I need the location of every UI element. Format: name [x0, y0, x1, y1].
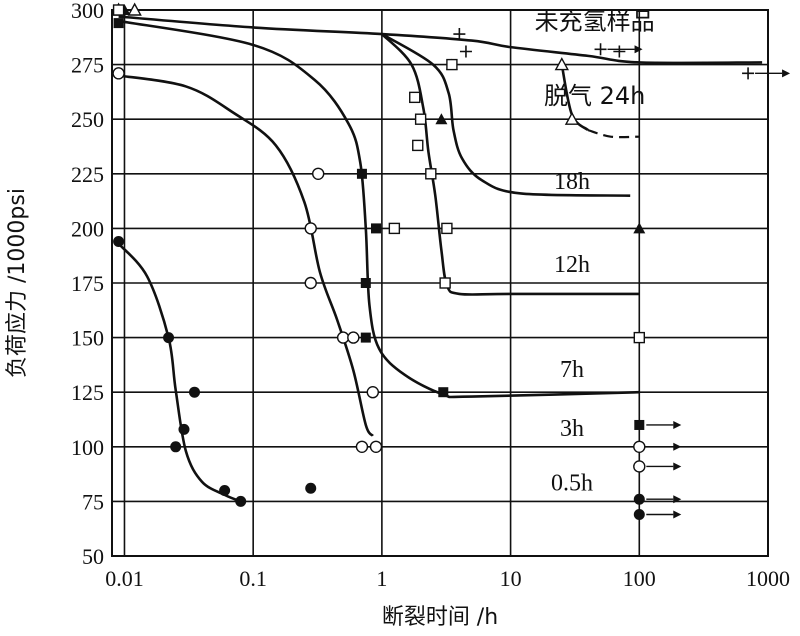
curve-label: 未充氢样品: [535, 8, 655, 36]
point-square-open: [414, 113, 427, 125]
point-circle-filled: [235, 495, 247, 507]
series-curve: [118, 15, 763, 65]
point-circle-filled: [170, 441, 182, 453]
point-square-open: [425, 168, 437, 180]
series-markers: [111, 2, 755, 521]
x-tick-label: 100: [623, 566, 656, 591]
y-tick-label: 125: [71, 380, 104, 405]
curve-label: 3h: [560, 416, 584, 442]
point-square-filled: [356, 168, 367, 179]
point-square-open: [112, 4, 125, 16]
point-plus: [742, 67, 755, 80]
point-circle-open: [633, 460, 646, 473]
runout-arrow-head: [673, 495, 682, 504]
x-tick-label: 1000: [746, 566, 790, 591]
y-tick-label: 275: [71, 53, 104, 78]
point-circle-open: [366, 386, 379, 399]
series-curve: [380, 33, 640, 296]
curve-label: 7h: [560, 357, 584, 383]
point-triangle-filled: [435, 113, 448, 125]
point-square-open: [412, 139, 424, 152]
series-curve: [118, 74, 374, 437]
x-tick-label: 0.1: [239, 566, 267, 591]
runout-arrow-head: [673, 462, 682, 471]
point-square-filled: [113, 18, 124, 29]
runout-arrows: [607, 45, 791, 519]
point-square-open: [388, 222, 401, 235]
point-triangle-open: [127, 2, 142, 16]
curve-label: 12h: [554, 252, 590, 278]
series-curves: [117, 15, 763, 503]
point-circle-filled: [633, 509, 645, 521]
series-curve: [118, 19, 640, 399]
point-circle-filled: [188, 386, 200, 398]
series-curve-dashed: [587, 129, 640, 139]
point-circle-filled: [219, 484, 231, 496]
y-tick-label: 50: [82, 544, 104, 569]
y-tick-label: 300: [71, 0, 104, 23]
point-plus: [459, 45, 472, 58]
point-circle-open: [355, 440, 369, 453]
point-circle-open: [633, 440, 646, 453]
point-square-filled: [360, 278, 371, 288]
y-tick-label: 175: [71, 271, 104, 296]
y-tick-label: 225: [71, 162, 104, 187]
point-square-filled: [370, 223, 381, 234]
point-square-open: [439, 277, 451, 289]
x-axis-title: 断裂时间 /h: [382, 605, 498, 630]
point-plus: [613, 45, 626, 58]
point-circle-open: [304, 222, 317, 235]
point-circle-filled: [305, 482, 317, 494]
point-plus: [594, 43, 607, 56]
point-circle-open: [304, 276, 317, 290]
runout-arrow-head: [634, 45, 643, 54]
point-circle-open: [369, 440, 383, 453]
point-square-open: [633, 331, 645, 344]
point-circle-filled: [163, 332, 175, 344]
point-circle-open: [311, 167, 325, 181]
point-square-filled: [360, 332, 371, 343]
point-square-filled: [438, 387, 449, 398]
x-tick-label: 1: [376, 566, 387, 591]
curve-label: 脱气 24h: [544, 82, 645, 110]
point-square-open: [409, 91, 421, 104]
y-tick-label: 100: [71, 435, 104, 460]
point-triangle-filled: [633, 222, 646, 234]
runout-arrow-head: [673, 420, 682, 429]
point-circle-open: [112, 67, 125, 80]
point-circle-open: [347, 331, 360, 344]
series-curve: [381, 32, 631, 197]
point-square-filled: [634, 419, 645, 430]
x-tick-label: 10: [500, 566, 522, 591]
runout-arrow-head: [673, 510, 682, 519]
y-axis-title: 负荷应力 /1000psi: [5, 188, 30, 378]
y-tick-label: 150: [71, 326, 104, 351]
x-tick-label: 0.01: [105, 566, 144, 591]
point-plus: [453, 28, 466, 41]
y-tick-label: 200: [71, 216, 104, 241]
curve-label: 18h: [554, 169, 590, 195]
point-circle-filled: [113, 236, 125, 248]
point-triangle-open: [564, 111, 580, 125]
runout-arrow-head: [673, 442, 682, 451]
point-square-open: [441, 222, 453, 235]
grid-lines: [111, 9, 769, 557]
y-tick-label: 75: [82, 489, 104, 514]
runout-arrow-head: [782, 69, 791, 78]
curve-label: 0.5h: [551, 470, 593, 496]
tick-labels: 50 75 100 125 150 175 200 225 250 275 300 0.01 0.1 1 1…: [71, 0, 790, 591]
y-tick-label: 250: [71, 107, 104, 132]
point-circle-open: [336, 331, 350, 344]
point-circle-filled: [178, 423, 190, 435]
point-square-open: [446, 58, 458, 71]
point-triangle-open: [554, 57, 569, 71]
point-circle-filled: [633, 493, 645, 505]
